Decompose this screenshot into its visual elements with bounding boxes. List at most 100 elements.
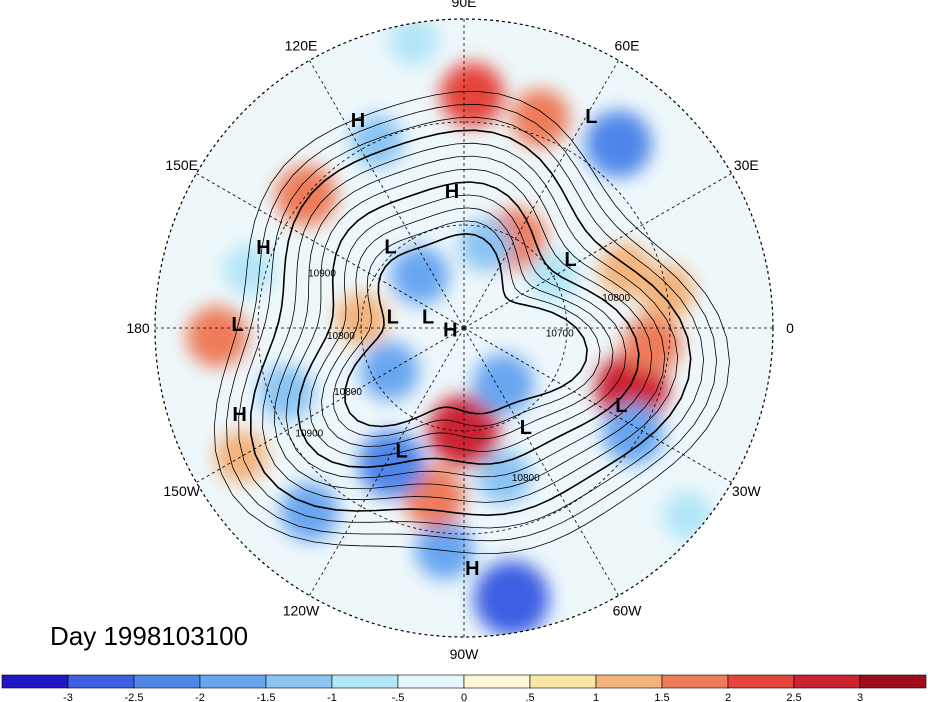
anomaly-blob xyxy=(459,218,513,272)
colorbar-swatch xyxy=(595,674,663,689)
longitude-label: 30W xyxy=(732,483,762,499)
anomaly-blob xyxy=(639,264,695,321)
colorbar-tick-label: -.5 xyxy=(392,692,405,702)
contour-value-label: 10800 xyxy=(327,331,355,342)
colorbar-tick-label: -1.5 xyxy=(257,692,276,702)
anomaly-blob xyxy=(602,402,664,465)
colorbar-tick-label: 2 xyxy=(725,692,731,702)
longitude-label: 120W xyxy=(283,602,320,618)
longitude-label: 90E xyxy=(452,0,477,10)
height-contour xyxy=(238,116,705,529)
colorbar-tick-label: 1.5 xyxy=(654,692,669,702)
anomaly-blob xyxy=(388,19,439,66)
colorbar-tick-label: -1 xyxy=(327,692,337,702)
height-contour xyxy=(332,220,601,437)
colorbar-tick-label: -2 xyxy=(195,692,205,702)
high-pressure-marker: H xyxy=(351,110,365,132)
colorbar-swatch xyxy=(67,674,135,689)
anomaly-blob xyxy=(662,490,713,541)
high-pressure-marker: H xyxy=(445,181,459,203)
colorbar-swatch xyxy=(793,674,861,689)
low-pressure-marker: L xyxy=(387,307,399,329)
anomaly-blob xyxy=(214,430,268,484)
high-pressure-marker: H xyxy=(256,237,270,259)
contour-value-label: 10800 xyxy=(512,473,540,484)
longitude-labels: 90E 60E 30E 0 30W 60W 90W 120W 150W 180 150E 120E xyxy=(126,0,794,662)
longitude-label: 60E xyxy=(615,38,640,54)
height-contour xyxy=(297,181,640,469)
colorbar-swatch xyxy=(1,674,69,689)
longitude-label: 30E xyxy=(734,157,759,173)
low-pressure-marker: L xyxy=(422,306,434,328)
contour-value-label: 10700 xyxy=(546,328,574,339)
colorbar-swatch xyxy=(529,674,597,689)
colorbar-swatch xyxy=(661,674,729,689)
geopotential-height-contours xyxy=(213,90,730,555)
colorbar-tick-label: 0 xyxy=(461,692,467,702)
graticule xyxy=(155,19,773,637)
colorbar-swatch xyxy=(859,674,927,689)
colorbar-swatch xyxy=(331,674,399,689)
low-pressure-marker: L xyxy=(564,249,576,271)
contour-value-label: 10900 xyxy=(295,428,323,439)
height-contour xyxy=(285,168,653,479)
high-pressure-marker: H xyxy=(465,558,479,580)
contour-labels: 10900 10800 10800 10900 10800 10700 10800 xyxy=(295,268,630,483)
colorbar-tick-label: 3 xyxy=(857,692,863,702)
page-title: Day 1998103100 xyxy=(50,621,248,651)
map-boundary xyxy=(154,18,774,638)
height-contour xyxy=(273,155,666,491)
longitude-label: 0 xyxy=(786,320,794,336)
high-pressure-marker: H xyxy=(443,320,457,342)
contour-value-label: 10800 xyxy=(602,293,630,304)
anomaly-blob xyxy=(390,246,450,305)
colorbar-swatch xyxy=(265,674,333,689)
longitude-label: 150E xyxy=(165,157,198,173)
height-contour xyxy=(213,90,730,555)
height-contour xyxy=(262,142,679,503)
colorbar-swatch xyxy=(133,674,201,689)
colorbar: -3 -2.5 -2 -1.5 -1 -.5 0 .5 1 1.5 2 2.5 3 xyxy=(1,674,927,702)
anomaly-blob xyxy=(622,315,682,374)
parallel-circle xyxy=(360,224,568,432)
colorbar-swatch xyxy=(199,674,267,689)
high-pressure-marker: H xyxy=(232,404,246,426)
colorbar-tick-label: .5 xyxy=(525,692,534,702)
anomaly-blob xyxy=(511,89,570,148)
low-pressure-marker: L xyxy=(585,106,597,128)
height-contour xyxy=(321,207,614,447)
longitude-label: 90W xyxy=(450,646,480,662)
parallel-circle xyxy=(257,121,671,535)
colorbar-tick-label: 2.5 xyxy=(786,692,801,702)
anomaly-blob xyxy=(258,364,315,421)
longitude-label: 120E xyxy=(285,38,318,54)
low-pressure-marker: L xyxy=(384,236,396,258)
anomaly-blob xyxy=(280,482,339,542)
colorbar-tick-label: 1 xyxy=(593,692,599,702)
anomaly-blob xyxy=(598,242,652,296)
height-contour xyxy=(249,129,692,517)
low-pressure-marker: L xyxy=(231,314,243,336)
height-contour xyxy=(226,103,718,542)
colorbar-tick-label: -2.5 xyxy=(125,692,144,702)
colorbar-swatch xyxy=(727,674,795,689)
map-disc xyxy=(155,19,773,637)
contour-value-label: 10900 xyxy=(308,268,336,279)
low-pressure-marker: L xyxy=(396,440,408,462)
longitude-label: 180 xyxy=(126,320,150,336)
low-pressure-marker: L xyxy=(615,395,627,417)
height-contour xyxy=(344,232,588,428)
anomaly-blob xyxy=(440,62,505,127)
colorbar-swatch xyxy=(397,674,465,689)
longitude-label: 60W xyxy=(613,602,643,618)
anomaly-blob xyxy=(275,164,337,227)
low-pressure-marker: L xyxy=(520,417,532,439)
longitude-label: 150W xyxy=(163,483,200,499)
colorbar-tick-label: -3 xyxy=(63,692,73,702)
anomaly-blob xyxy=(474,560,550,637)
anomaly-blob xyxy=(585,110,652,178)
height-contour xyxy=(309,194,627,458)
colorbar-swatch xyxy=(463,674,531,689)
